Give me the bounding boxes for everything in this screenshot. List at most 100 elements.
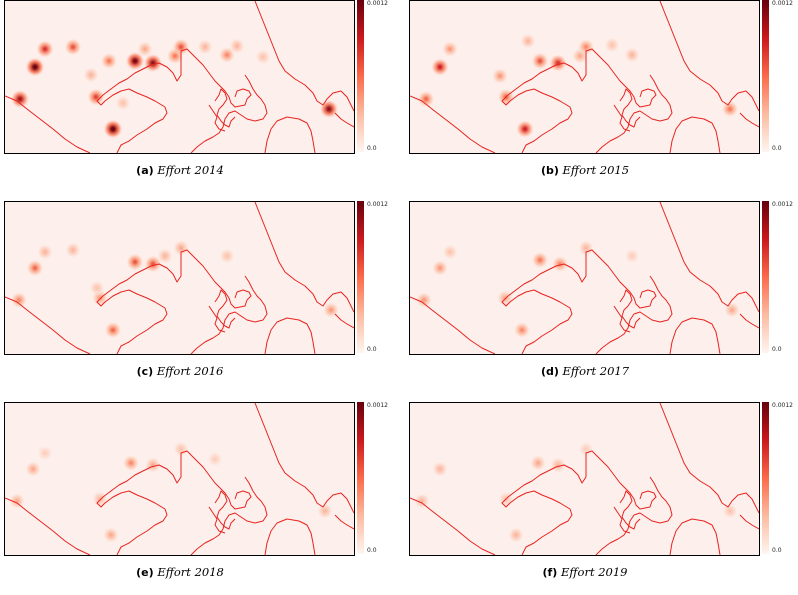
heat-spot xyxy=(106,58,112,64)
panel-caption: (d) Effort 2017 xyxy=(405,364,765,378)
boundary-line xyxy=(410,296,496,354)
heat-spots xyxy=(11,443,331,541)
panel-d: 0.0012 0.0 (d) Effort 2017 xyxy=(405,201,798,394)
heat-spots xyxy=(13,242,337,337)
boundary-line xyxy=(659,403,759,514)
boundary-line xyxy=(5,497,91,555)
boundary-line xyxy=(659,202,759,313)
boundary-line xyxy=(619,289,641,329)
heat-spot xyxy=(583,245,589,251)
panel-a: 0.0012 0.0 (a) Effort 2014 xyxy=(0,0,398,193)
colorbar-min-label: 0.0 xyxy=(772,346,782,353)
heat-spot xyxy=(42,46,48,52)
heat-spot xyxy=(583,44,589,50)
boundary-line xyxy=(190,476,268,555)
boundary-line xyxy=(613,305,631,333)
heat-spot xyxy=(162,253,168,259)
caption-label: (e) xyxy=(136,566,154,579)
heat-spot xyxy=(325,105,333,113)
caption-label: (d) xyxy=(540,365,559,378)
heat-spot xyxy=(519,327,525,333)
boundary-line xyxy=(669,317,721,354)
heat-spots xyxy=(13,40,336,136)
heat-spot xyxy=(16,95,24,103)
colorbar xyxy=(762,0,769,152)
heat-spot xyxy=(437,265,443,271)
boundary-line xyxy=(669,116,721,153)
heat-spot xyxy=(97,496,103,502)
heat-spot xyxy=(437,466,443,472)
heat-spot xyxy=(110,327,116,333)
boundary-line xyxy=(264,518,316,555)
heat-spot xyxy=(497,73,503,79)
colorbar-min-label: 0.0 xyxy=(367,346,377,353)
heat-spot xyxy=(322,508,328,514)
colorbar-max-label: 0.0012 xyxy=(367,0,388,7)
heat-spot xyxy=(727,106,733,112)
heat-spot xyxy=(225,254,229,258)
heat-spot xyxy=(213,457,217,461)
panel-f: 0.0012 0.0 (f) Effort 2019 xyxy=(405,402,798,595)
caption-label: (c) xyxy=(136,365,154,378)
boundary-line xyxy=(214,88,236,128)
heat-spots xyxy=(416,443,736,541)
boundary-line xyxy=(410,95,496,153)
colorbar-min-label: 0.0 xyxy=(367,145,377,152)
panel-e: 0.0012 0.0 (e) Effort 2018 xyxy=(0,402,398,595)
colorbar-min-label: 0.0 xyxy=(772,547,782,554)
heatmap-map xyxy=(410,403,759,555)
boundary-line xyxy=(96,48,252,153)
heat-spot xyxy=(537,58,543,64)
heatmap-map xyxy=(5,1,354,153)
boundary-lines xyxy=(5,1,354,153)
heatmap-map xyxy=(410,1,759,153)
heat-spot xyxy=(261,55,265,59)
heat-spot xyxy=(522,126,528,132)
caption-label: (f) xyxy=(542,566,558,579)
panel-caption: (b) Effort 2015 xyxy=(405,163,765,177)
colorbar xyxy=(357,0,364,152)
heat-spot xyxy=(437,64,443,70)
boundary-line xyxy=(613,506,631,534)
boundary-lines xyxy=(410,1,759,153)
colorbar xyxy=(762,402,769,554)
boundary-line xyxy=(254,1,354,112)
heat-spot xyxy=(128,460,134,466)
heat-spot xyxy=(30,466,36,472)
heat-spot xyxy=(43,451,47,455)
heat-spot xyxy=(729,307,735,313)
boundary-line xyxy=(334,313,354,329)
heat-spot xyxy=(32,265,38,271)
heat-spot xyxy=(70,44,76,50)
heat-spot xyxy=(447,46,453,52)
heat-spot xyxy=(132,259,138,265)
panel-caption: (a) Effort 2014 xyxy=(0,163,360,177)
caption-title: Effort 2019 xyxy=(560,565,628,579)
heat-spot xyxy=(172,53,178,59)
heat-spot xyxy=(16,297,22,303)
heat-spot xyxy=(421,297,427,303)
boundary-line xyxy=(501,249,657,354)
caption-title: Effort 2016 xyxy=(156,364,224,378)
boundary-lines xyxy=(410,202,759,354)
heat-spot xyxy=(178,44,184,50)
heat-spot xyxy=(577,53,583,59)
boundary-lines xyxy=(410,403,759,555)
heat-spot xyxy=(513,532,519,538)
heatmap-frame xyxy=(4,201,355,355)
colorbar xyxy=(357,402,364,554)
heat-spot xyxy=(42,249,48,255)
boundary-line xyxy=(739,313,759,329)
heatmap-map xyxy=(5,403,354,555)
boundary-line xyxy=(5,296,91,354)
heat-spot xyxy=(178,245,184,251)
heat-spot xyxy=(95,286,99,290)
heat-spot xyxy=(70,247,76,253)
boundary-line xyxy=(595,275,673,354)
heat-spot xyxy=(97,295,103,301)
boundary-line xyxy=(254,403,354,514)
boundary-line xyxy=(5,95,91,153)
boundary-line xyxy=(190,275,268,354)
boundary-line xyxy=(669,518,721,555)
boundary-line xyxy=(659,1,759,112)
